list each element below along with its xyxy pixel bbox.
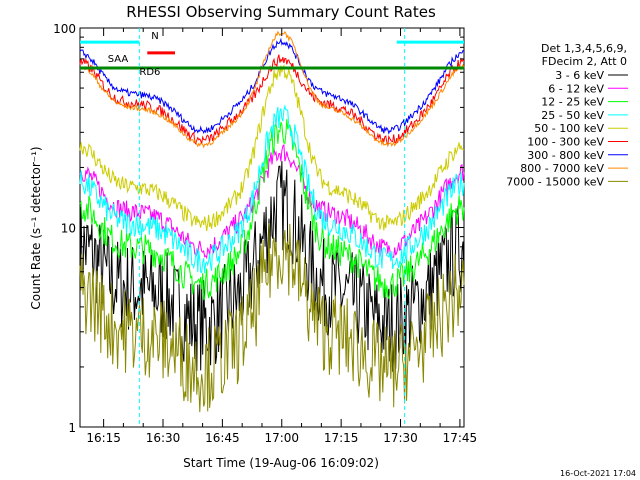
legend-entry-label: 800 - 7000 keV — [520, 162, 604, 175]
legend-entry-label: 25 - 50 keV — [541, 109, 604, 122]
series-line — [79, 223, 465, 413]
x-tick-label: 17:00 — [264, 431, 299, 445]
x-tick-label: 16:15 — [86, 431, 121, 445]
chart-title: RHESSI Observing Summary Count Rates — [126, 3, 436, 21]
x-tick-label: 17:30 — [383, 431, 418, 445]
series-line — [79, 30, 465, 149]
night-label: N — [151, 31, 158, 42]
legend-entry-label: 300 - 800 keV — [527, 149, 604, 162]
y-tick-label: 10 — [61, 222, 76, 236]
series-line — [79, 161, 465, 372]
x-axis-label: Start Time (19-Aug-06 16:09:02) — [183, 456, 379, 470]
saa-label: SAA — [108, 54, 129, 65]
y-tick-label: 100 — [53, 22, 76, 36]
series-line — [79, 37, 465, 135]
overlays: N SAA RD6 — [80, 28, 464, 427]
rd-label: RD6 — [139, 67, 160, 78]
series-line — [79, 104, 465, 274]
legend-entry-label: 7000 - 15000 keV — [506, 175, 604, 188]
legend-entry-label: 3 - 6 keV — [555, 69, 604, 82]
series-line — [79, 143, 465, 260]
y-tick-label: 1 — [68, 421, 76, 435]
y-axis-label: Count Rate (s⁻¹ detector⁻¹) — [29, 146, 43, 309]
legend-entry-label: 50 - 100 keV — [534, 122, 604, 135]
x-tick-label: 17:45 — [443, 431, 478, 445]
series-traces — [79, 30, 465, 413]
legend-entry-label: 12 - 25 keV — [541, 96, 604, 109]
legend-header-1: Det 1,3,4,5,6,9, — [541, 42, 627, 55]
x-tick-label: 16:30 — [146, 431, 181, 445]
legend-entry-label: 100 - 300 keV — [527, 136, 604, 149]
timestamp: 16-Oct-2021 17:04 — [560, 469, 636, 478]
legend: Det 1,3,4,5,6,9, FDecim 2, Att 0 3 - 6 k… — [506, 42, 628, 188]
series-line — [79, 64, 465, 232]
legend-header-2: FDecim 2, Att 0 — [542, 55, 627, 68]
legend-entry-label: 6 - 12 keV — [548, 82, 604, 95]
x-tick-label: 16:45 — [205, 431, 240, 445]
axes: 16:15 16:30 16:45 17:00 17:15 17:30 17:45 1 10 10… — [53, 22, 477, 445]
x-tick-label: 17:15 — [324, 431, 359, 445]
